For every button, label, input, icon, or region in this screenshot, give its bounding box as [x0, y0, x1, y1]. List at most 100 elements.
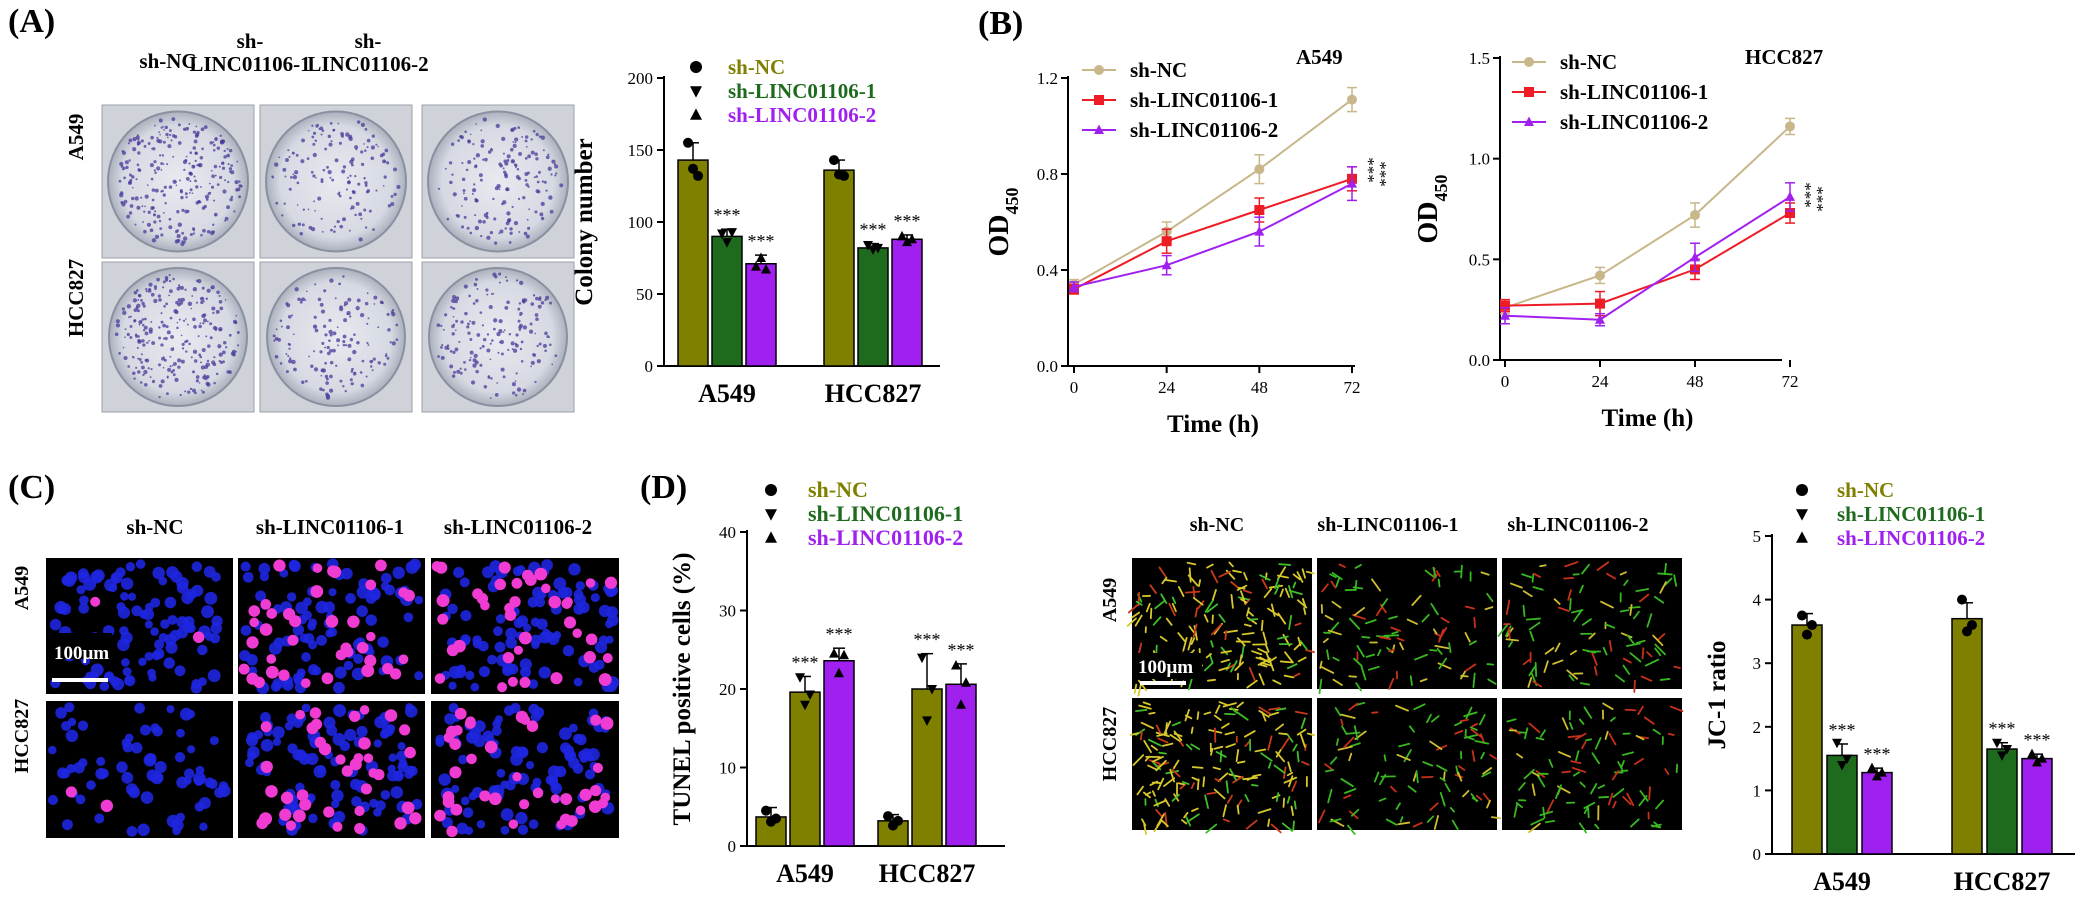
cell [1127, 604, 1139, 614]
cell [1272, 679, 1282, 685]
colony [272, 334, 276, 338]
colony [500, 367, 505, 372]
colony [350, 382, 354, 386]
nucleus [306, 752, 319, 766]
colony [513, 126, 516, 129]
colony [341, 217, 346, 222]
cell [1330, 580, 1337, 589]
colony [296, 204, 299, 206]
row-label: A549 [64, 114, 88, 161]
cell [1296, 571, 1304, 583]
colony [201, 390, 205, 394]
cell [1240, 590, 1247, 605]
colony [129, 178, 133, 182]
colony [322, 324, 327, 328]
significance-label: *** [826, 624, 853, 644]
cell [1224, 630, 1228, 641]
cell [1348, 752, 1353, 762]
colony [205, 297, 208, 300]
colony [200, 389, 203, 392]
colony [312, 142, 316, 146]
apoptotic-nucleus [600, 716, 614, 730]
nucleus [559, 727, 572, 741]
cell [1608, 732, 1617, 746]
cell [1380, 598, 1389, 608]
colony [502, 331, 505, 333]
nucleus [128, 786, 140, 799]
colony [544, 331, 548, 336]
colony [450, 142, 455, 146]
colony [515, 279, 519, 282]
colony [354, 174, 357, 178]
colony [498, 281, 501, 284]
data-point [839, 649, 849, 660]
data-point [1837, 760, 1847, 771]
colony [437, 187, 441, 190]
colony [169, 365, 172, 368]
cell [1422, 761, 1434, 767]
colony [532, 294, 536, 297]
apoptotic-nucleus [540, 583, 551, 594]
colony [490, 292, 494, 295]
cell [1448, 642, 1452, 653]
colony [366, 138, 371, 143]
cell [1364, 619, 1377, 625]
cell [1348, 702, 1359, 711]
colony [280, 325, 283, 328]
colony [534, 380, 537, 384]
cell [1142, 701, 1151, 706]
colony [293, 367, 297, 372]
cell [1270, 603, 1276, 617]
nucleus [351, 796, 362, 807]
cell [1279, 660, 1294, 664]
colony [308, 355, 310, 358]
apoptotic-nucleus [309, 707, 322, 719]
cell [1449, 806, 1455, 813]
colony [169, 355, 172, 358]
colony [498, 272, 502, 276]
colony [195, 125, 198, 128]
colony [486, 333, 490, 336]
cell [1622, 664, 1631, 675]
apoptotic-nucleus [513, 645, 523, 655]
cell [1225, 780, 1229, 794]
colony [226, 153, 230, 158]
colony [517, 126, 521, 129]
bar [1791, 624, 1823, 855]
apoptotic-nucleus [511, 577, 523, 589]
cell [1281, 822, 1293, 832]
cell [1340, 713, 1356, 719]
colony [219, 360, 223, 365]
colony [446, 217, 450, 221]
colony [507, 348, 510, 352]
colony [199, 156, 204, 160]
colony [199, 355, 203, 359]
colony [167, 136, 169, 139]
cell [1633, 757, 1644, 766]
colony [273, 339, 276, 342]
nucleus [522, 623, 532, 632]
colony [311, 135, 315, 139]
colony [124, 160, 129, 165]
colony [535, 175, 539, 178]
y-tick-label: 0.5 [1469, 250, 1490, 269]
colony [390, 202, 395, 207]
nucleus [414, 671, 424, 681]
colony [478, 173, 483, 178]
cell [1349, 742, 1361, 748]
apoptotic-nucleus [466, 753, 477, 765]
colony [345, 344, 348, 347]
apoptotic-nucleus [583, 651, 596, 664]
colony [441, 344, 444, 347]
colony [363, 177, 366, 180]
cell [1206, 563, 1214, 569]
cell [1421, 613, 1430, 623]
colony [154, 234, 160, 239]
nucleus [124, 675, 133, 684]
data-point [863, 241, 873, 251]
cell [1622, 657, 1632, 664]
colony [479, 347, 482, 350]
colony-dish-image [421, 104, 575, 259]
cell [1267, 818, 1271, 827]
y-tick-label: 50 [636, 285, 653, 304]
